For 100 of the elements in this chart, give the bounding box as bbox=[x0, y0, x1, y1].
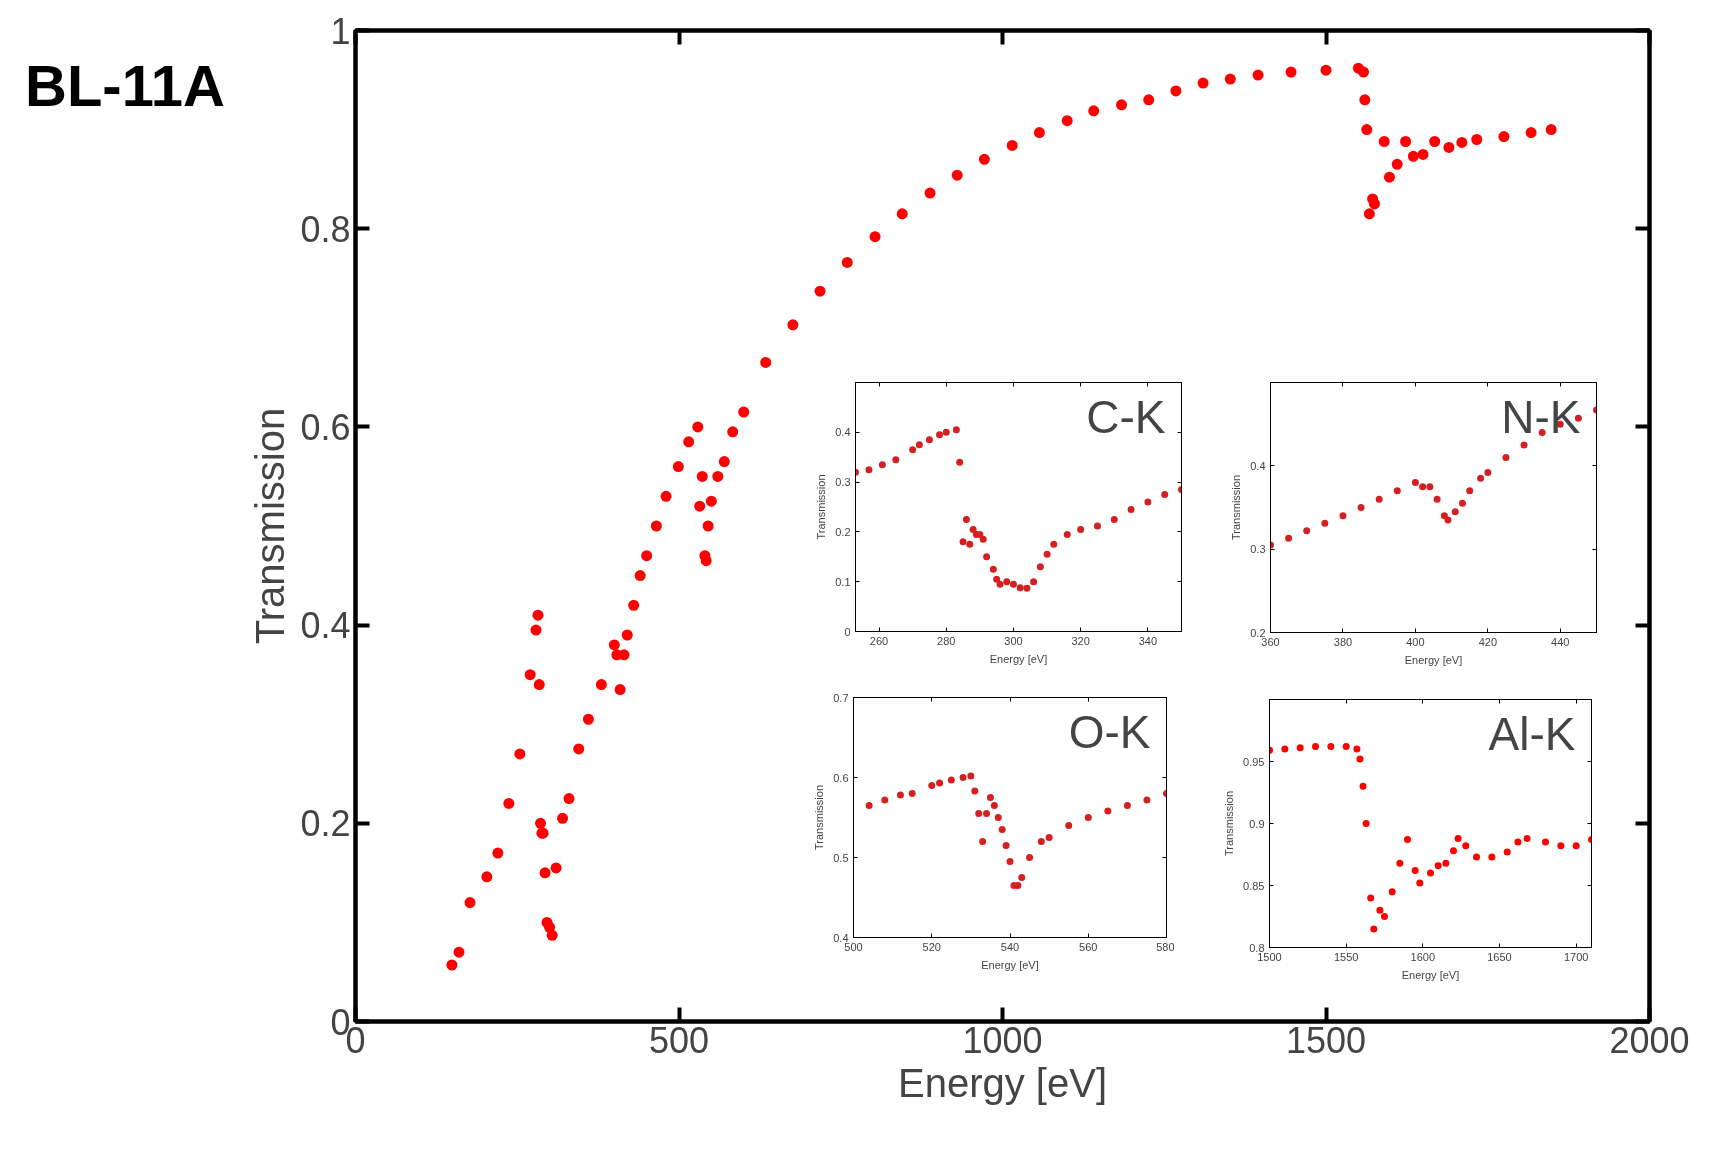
point bbox=[1426, 483, 1434, 491]
point bbox=[952, 426, 960, 434]
point bbox=[1434, 862, 1442, 870]
y-tick-label: 0.1 bbox=[835, 575, 851, 588]
point bbox=[1050, 540, 1058, 548]
x-tick-label: 500 bbox=[648, 1019, 710, 1061]
x-axis-title: Energy [eV] bbox=[898, 1060, 1108, 1105]
point bbox=[1396, 859, 1404, 867]
point bbox=[925, 436, 933, 444]
x-tick-label: 560 bbox=[1079, 940, 1098, 953]
point bbox=[1440, 512, 1448, 520]
point bbox=[947, 776, 955, 784]
point bbox=[1444, 516, 1452, 524]
point bbox=[989, 565, 997, 573]
point bbox=[1473, 853, 1480, 861]
y-tick-label: 0.3 bbox=[835, 476, 851, 489]
point bbox=[1123, 802, 1131, 809]
point bbox=[1375, 495, 1383, 503]
point bbox=[1520, 441, 1528, 449]
point bbox=[1411, 479, 1419, 486]
y-tick-label: 0.6 bbox=[300, 406, 351, 448]
point bbox=[865, 466, 873, 474]
point bbox=[966, 540, 974, 548]
point bbox=[1381, 913, 1388, 920]
point bbox=[1143, 796, 1151, 804]
chart-title: Al-K bbox=[1488, 707, 1576, 760]
point bbox=[1006, 858, 1014, 865]
point bbox=[1362, 820, 1370, 827]
point bbox=[1542, 838, 1549, 846]
point bbox=[892, 456, 900, 464]
point bbox=[1303, 527, 1311, 535]
point bbox=[1462, 842, 1470, 850]
point bbox=[1009, 580, 1017, 588]
point bbox=[1339, 512, 1347, 520]
point bbox=[1359, 782, 1367, 790]
point bbox=[1063, 530, 1071, 538]
y-axis-title: Transmission bbox=[248, 407, 293, 645]
point bbox=[1002, 842, 1010, 849]
point bbox=[1356, 755, 1364, 763]
point bbox=[1016, 584, 1024, 592]
point bbox=[1026, 854, 1034, 861]
y-tick-label: 0 bbox=[844, 625, 851, 638]
point bbox=[996, 580, 1004, 588]
point bbox=[998, 826, 1006, 833]
y-tick-label: 0.8 bbox=[300, 208, 351, 250]
y-axis-title: Transmission bbox=[1223, 791, 1236, 856]
x-tick-label: 1000 bbox=[962, 1019, 1043, 1061]
point bbox=[1127, 506, 1135, 513]
y-tick-label: 0.3 bbox=[1250, 543, 1266, 556]
point bbox=[1104, 807, 1112, 815]
y-tick-label: 0.85 bbox=[1243, 879, 1265, 892]
y-tick-label: 0.5 bbox=[833, 851, 849, 864]
point bbox=[896, 791, 904, 799]
x-tick-label: 580 bbox=[1156, 940, 1175, 953]
point bbox=[936, 779, 944, 787]
x-axis-title: Energy [eV] bbox=[1404, 653, 1463, 666]
point bbox=[1065, 822, 1073, 829]
y-axis-title: Transmission bbox=[1230, 475, 1243, 540]
point bbox=[909, 446, 917, 454]
point bbox=[1161, 491, 1169, 499]
point bbox=[1357, 504, 1365, 511]
point bbox=[959, 538, 967, 546]
point bbox=[967, 772, 975, 780]
y-tick-label: 0.7 bbox=[833, 691, 849, 704]
y-axis-title: Transmission bbox=[815, 474, 828, 540]
y-tick-label: 1 bbox=[330, 10, 351, 52]
point bbox=[915, 441, 923, 449]
point bbox=[1342, 743, 1350, 751]
chart-title: C-K bbox=[1086, 390, 1166, 443]
y-tick-label: 0.95 bbox=[1243, 755, 1265, 768]
point bbox=[1466, 487, 1474, 495]
point bbox=[994, 814, 1002, 821]
point bbox=[1458, 499, 1466, 507]
point bbox=[1367, 894, 1375, 902]
point bbox=[1427, 869, 1434, 877]
point bbox=[979, 535, 987, 543]
y-axis-title: Transmission bbox=[813, 785, 826, 850]
point bbox=[1327, 743, 1335, 751]
x-tick-label: 1500 bbox=[1285, 1019, 1367, 1061]
chart-title: N-K bbox=[1501, 390, 1581, 443]
point bbox=[1376, 906, 1384, 914]
point bbox=[1030, 578, 1038, 586]
point bbox=[1045, 834, 1053, 841]
point bbox=[979, 838, 987, 845]
point bbox=[1018, 874, 1026, 881]
point bbox=[908, 790, 916, 797]
x-axis-title: Energy [eV] bbox=[1401, 968, 1460, 981]
point bbox=[1037, 838, 1045, 845]
point bbox=[1296, 744, 1304, 752]
y-tick-label: 0.9 bbox=[1249, 817, 1265, 830]
point bbox=[1003, 578, 1011, 586]
y-tick-label: 0.4 bbox=[1250, 459, 1266, 472]
point bbox=[1370, 925, 1378, 933]
point bbox=[1084, 814, 1092, 821]
point bbox=[1450, 847, 1457, 855]
point bbox=[1144, 498, 1152, 506]
point bbox=[962, 515, 970, 523]
point bbox=[1036, 563, 1044, 571]
point bbox=[881, 796, 889, 804]
x-tick-label: 1600 bbox=[1410, 950, 1436, 963]
